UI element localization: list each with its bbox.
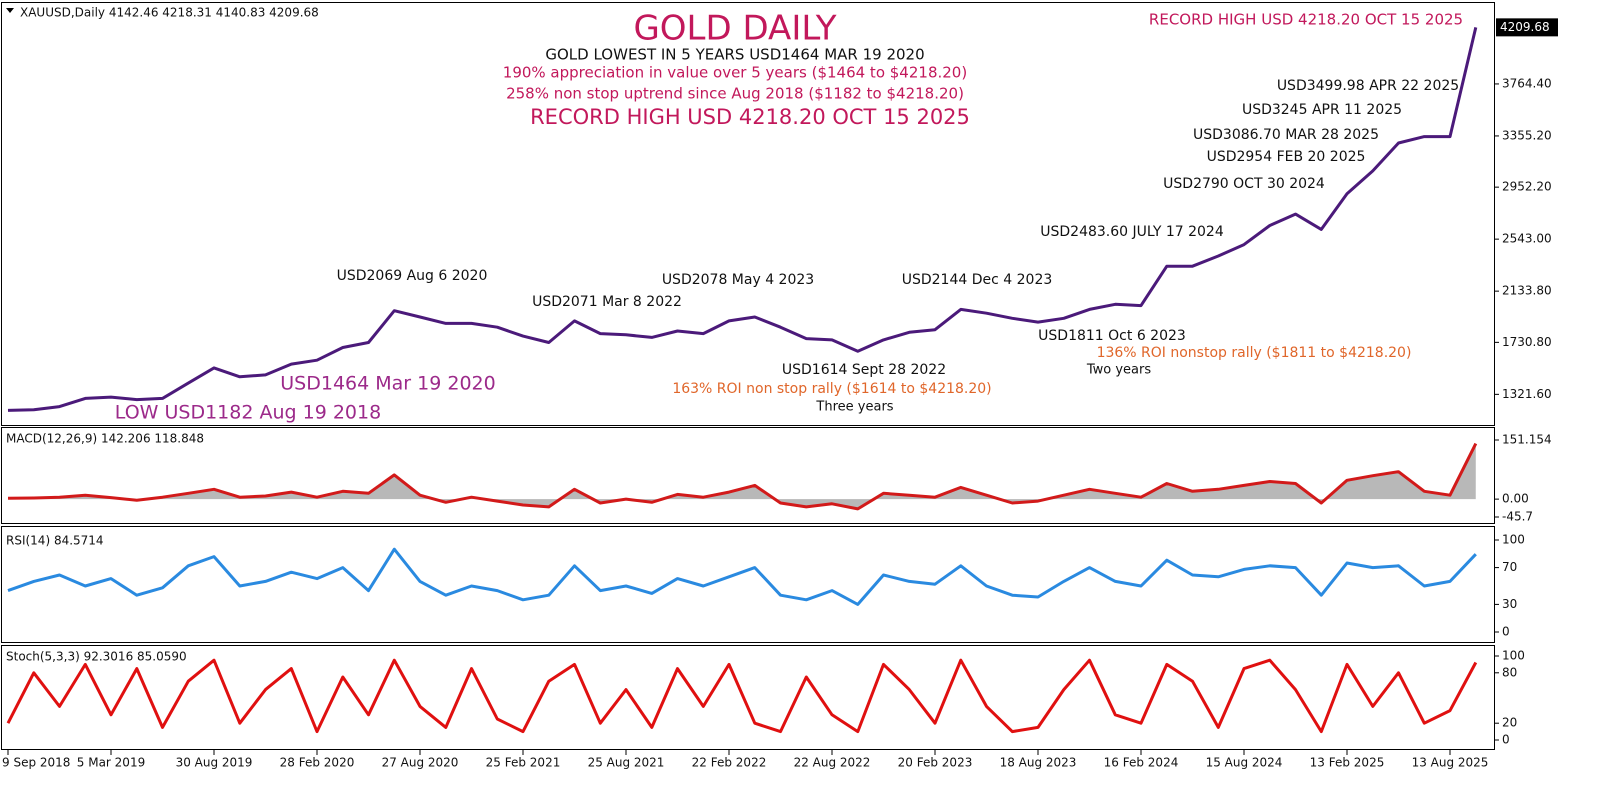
annotation: USD2144 Dec 4 2023 (902, 272, 1053, 288)
annotation: LOW USD1182 Aug 19 2018 (115, 402, 381, 424)
x-tick-label: 27 Aug 2020 (382, 756, 459, 770)
annotation: USD2078 May 4 2023 (662, 272, 814, 288)
price-pane (1, 2, 1495, 426)
y-tick-label: 2133.80 (1502, 284, 1552, 298)
x-tick-label: 13 Feb 2025 (1310, 756, 1385, 770)
y-tick-label: 70 (1502, 560, 1517, 574)
annotation: GOLD DAILY (633, 9, 836, 49)
x-tick-label: 9 Sep 2018 (2, 756, 70, 770)
price-line (7, 27, 1478, 412)
annotation: Three years (815, 400, 893, 415)
annotation: Two years (1086, 363, 1152, 378)
pane-title: Stoch(5,3,3) 92.3016 85.0590 (6, 650, 187, 664)
macd-pane (1, 427, 1495, 524)
pane-title: XAUUSD,Daily 4142.46 4218.31 4140.83 420… (20, 6, 319, 20)
menu-arrow (6, 8, 14, 13)
y-tick-label: 2952.20 (1502, 180, 1552, 194)
annotation: USD1614 Sept 28 2022 (782, 362, 946, 378)
x-tick-label: 20 Feb 2023 (898, 756, 973, 770)
x-tick-label: 13 Aug 2025 (1412, 756, 1489, 770)
x-tick-label: 16 Feb 2024 (1104, 756, 1179, 770)
annotation: USD3086.70 MAR 28 2025 (1193, 127, 1379, 143)
x-tick-label: 28 Feb 2020 (280, 756, 355, 770)
annotation: USD3245 APR 11 2025 (1242, 102, 1402, 118)
annotation: USD1811 Oct 6 2023 (1038, 328, 1186, 344)
y-tick-label: 2543.00 (1502, 232, 1552, 246)
x-tick-label: 15 Aug 2024 (1206, 756, 1283, 770)
annotation: RECORD HIGH USD 4218.20 OCT 15 2025 (1149, 11, 1463, 29)
y-tick-label: 1321.60 (1502, 387, 1552, 401)
indicator-line (7, 547, 1477, 606)
y-tick-label: 0 (1502, 625, 1510, 639)
rsi-pane (1, 526, 1495, 643)
x-tick-label: 25 Aug 2021 (588, 756, 665, 770)
y-tick-label: 100 (1502, 649, 1525, 663)
indicator-line (6, 658, 1478, 734)
current-price-box (1496, 18, 1558, 37)
x-tick-label: 18 Aug 2023 (1000, 756, 1077, 770)
annotation: USD2483.60 JULY 17 2024 (1040, 224, 1224, 240)
x-tick-label: 5 Mar 2019 (77, 756, 145, 770)
annotation: USD2071 Mar 8 2022 (532, 294, 682, 310)
current-price-label: 4209.68 (1500, 20, 1550, 34)
annotation: USD3499.98 APR 22 2025 (1277, 78, 1459, 94)
x-tick-label: 25 Feb 2021 (486, 756, 561, 770)
annotation: 136% ROI nonstop rally ($1811 to $4218.2… (1097, 345, 1412, 361)
y-tick-label: 80 (1502, 665, 1517, 679)
y-tick-label: -45.7 (1502, 510, 1533, 524)
y-tick-label: 3764.40 (1502, 76, 1552, 90)
pane-title: RSI(14) 84.5714 (6, 534, 104, 548)
y-tick-label: 0.00 (1502, 492, 1529, 506)
annotation: USD2790 OCT 30 2024 (1163, 176, 1325, 192)
annotation: 258% non stop uptrend since Aug 2018 ($1… (506, 85, 964, 103)
indicator-line (7, 442, 1478, 511)
annotation: USD1464 Mar 19 2020 (280, 373, 495, 395)
pane-title: MACD(12,26,9) 142.206 118.848 (6, 432, 204, 446)
stoch-pane (1, 645, 1495, 750)
y-tick-label: 3355.20 (1502, 128, 1552, 142)
x-tick-label: 22 Feb 2022 (692, 756, 767, 770)
annotation: USD2069 Aug 6 2020 (337, 268, 488, 284)
annotation: 190% appreciation in value over 5 years … (503, 64, 967, 82)
x-tick-label: 22 Aug 2022 (794, 756, 871, 770)
annotation: RECORD HIGH USD 4218.20 OCT 15 2025 (530, 105, 970, 129)
annotation: GOLD LOWEST IN 5 YEARS USD1464 MAR 19 20… (545, 46, 924, 64)
x-tick-label: 30 Aug 2019 (176, 756, 253, 770)
annotation: 163% ROI non stop rally ($1614 to $4218.… (672, 381, 991, 397)
annotation: USD2954 FEB 20 2025 (1207, 149, 1366, 165)
y-tick-label: 30 (1502, 597, 1517, 611)
y-tick-label: 0 (1502, 733, 1510, 747)
y-tick-label: 100 (1502, 533, 1525, 547)
y-tick-label: 151.154 (1502, 433, 1552, 447)
y-tick-label: 20 (1502, 716, 1517, 730)
y-tick-label: 1730.80 (1502, 335, 1552, 349)
